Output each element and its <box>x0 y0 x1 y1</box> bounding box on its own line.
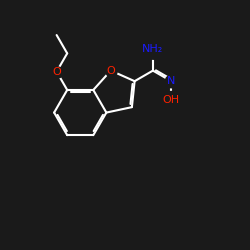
Text: OH: OH <box>163 95 180 105</box>
Text: N: N <box>167 76 175 86</box>
Text: NH₂: NH₂ <box>142 44 164 54</box>
Text: O: O <box>52 67 61 77</box>
Text: O: O <box>106 66 115 76</box>
